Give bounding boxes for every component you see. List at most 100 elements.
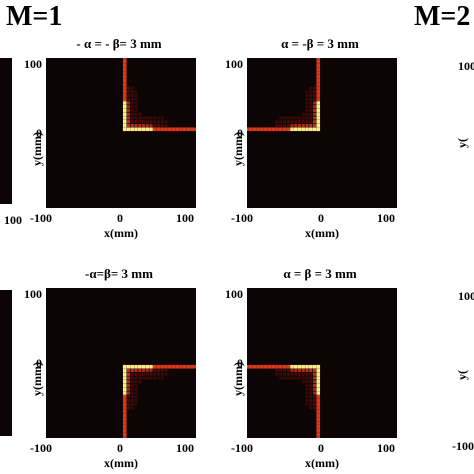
heatmap-cell [122, 364, 127, 369]
heatmap-cell [130, 86, 134, 90]
heatmap-cell [182, 127, 187, 132]
heatmap-cell [130, 101, 134, 105]
heatmap-cell [122, 82, 127, 87]
heatmap-cell [134, 369, 138, 372]
heatmap-cell [149, 127, 153, 132]
heatmap-cell [297, 127, 302, 132]
heatmap-cell [122, 379, 127, 384]
heatmap-cell [149, 376, 153, 380]
heatmap-cell [122, 428, 127, 433]
heatmap-cell [127, 90, 130, 94]
m2-heading: M=2 [414, 1, 471, 32]
heatmap-cell [316, 97, 321, 102]
heatmap-cell [127, 380, 130, 384]
heatmap-cell [130, 395, 134, 399]
heatmap-cell [313, 105, 316, 109]
heatmap-cell [175, 364, 180, 369]
heatmap-cell [316, 59, 321, 64]
heatmap-cell [160, 124, 164, 127]
heatmap-panel: - α = - β= 3 mm 100 0 -100 0 100 y(mm) x… [4, 36, 204, 240]
heatmap-cell [286, 364, 291, 369]
heatmap-cell [316, 402, 321, 407]
heatmap-cell [316, 379, 321, 384]
heatmap-cell [122, 71, 127, 75]
heatmap-cell [279, 120, 283, 124]
heatmap-cell [134, 127, 138, 132]
heatmap-cell [286, 372, 290, 376]
x-axis-label: x(mm) [305, 226, 339, 240]
heatmap-cell [127, 369, 130, 372]
heatmap-cell [316, 372, 321, 377]
heatmap-cell [122, 402, 127, 407]
heatmap-cell [294, 369, 298, 372]
heatmap-cell [122, 372, 127, 377]
clipped-left-plot-bottom [0, 290, 12, 436]
heatmap-cell [160, 369, 164, 372]
heatmap-cell [142, 116, 145, 120]
x-axis-label: x(mm) [305, 456, 339, 470]
clipped-right-ytick-top: 100 [458, 59, 474, 73]
heatmap-cell [309, 395, 313, 399]
heatmap-cell [160, 127, 165, 132]
heatmap-cell [313, 369, 316, 372]
heatmap-cell [156, 127, 161, 132]
heatmap-cell [298, 116, 301, 120]
heatmap-cell [160, 116, 164, 120]
heatmap-cell [298, 124, 301, 127]
heatmap-cell [160, 364, 165, 369]
heatmap-cell [149, 364, 153, 369]
heatmap-cell [153, 369, 157, 372]
heatmap-cell [309, 120, 313, 124]
heatmap-cell [286, 127, 291, 132]
heatmap-cell [160, 120, 164, 124]
heatmap-cell [134, 90, 138, 94]
heatmap-cell [313, 112, 316, 116]
heatmap-cell [290, 376, 294, 380]
heatmap-background [247, 288, 397, 438]
heatmap-cell [137, 127, 142, 132]
heatmap-cell [122, 86, 127, 90]
heatmap-cell [130, 97, 134, 101]
heatmap-cell [309, 380, 313, 384]
y-tick-label: 0 [237, 356, 243, 370]
heatmap-cell [127, 86, 130, 90]
heatmap-panel: α = β = 3 mm 100 0 -100 0 100 y(mm) x(mm… [205, 266, 405, 470]
heatmap-cell [301, 364, 306, 369]
heatmap-cell [275, 364, 279, 369]
heatmap-cell [286, 376, 290, 380]
heatmap-cell [127, 406, 130, 410]
heatmap-cell [153, 124, 157, 127]
heatmap-cell [283, 116, 286, 120]
heatmap-cell [122, 101, 127, 105]
clipped-left-plot-top [0, 58, 12, 204]
x-tick-label: -100 [30, 441, 52, 455]
heatmap-cell [309, 116, 313, 120]
heatmap-cell [127, 120, 130, 124]
clipped-right-ylabel-bottom: y( [455, 370, 469, 380]
heatmap-cell [127, 97, 130, 101]
heatmap-cell [313, 94, 316, 97]
x-tick-label: -100 [30, 211, 52, 225]
heatmap-cell [305, 101, 309, 105]
heatmap-cell [313, 120, 316, 124]
x-tick-label: -100 [231, 441, 253, 455]
heatmap-cell [294, 116, 298, 120]
clipped-right-xtick-bottom: -100 [452, 439, 474, 453]
heatmap-cell [316, 71, 321, 75]
heatmap-cell [316, 376, 321, 380]
heatmap-cell [316, 78, 321, 83]
y-axis-label: y(mm) [30, 132, 44, 166]
heatmap-cell [171, 127, 176, 132]
heatmap-cell [122, 93, 127, 98]
heatmap-cell [316, 406, 321, 410]
heatmap-cell [127, 116, 130, 120]
heatmap-cell [122, 409, 127, 414]
heatmap-cell [316, 387, 321, 392]
heatmap-cell [152, 364, 157, 369]
heatmap-cell [130, 120, 134, 124]
heatmap-cell [122, 413, 127, 418]
heatmap-cell [122, 432, 127, 437]
heatmap-cell [134, 101, 138, 105]
heatmap-cell [298, 369, 301, 372]
heatmap-cell [130, 127, 135, 132]
